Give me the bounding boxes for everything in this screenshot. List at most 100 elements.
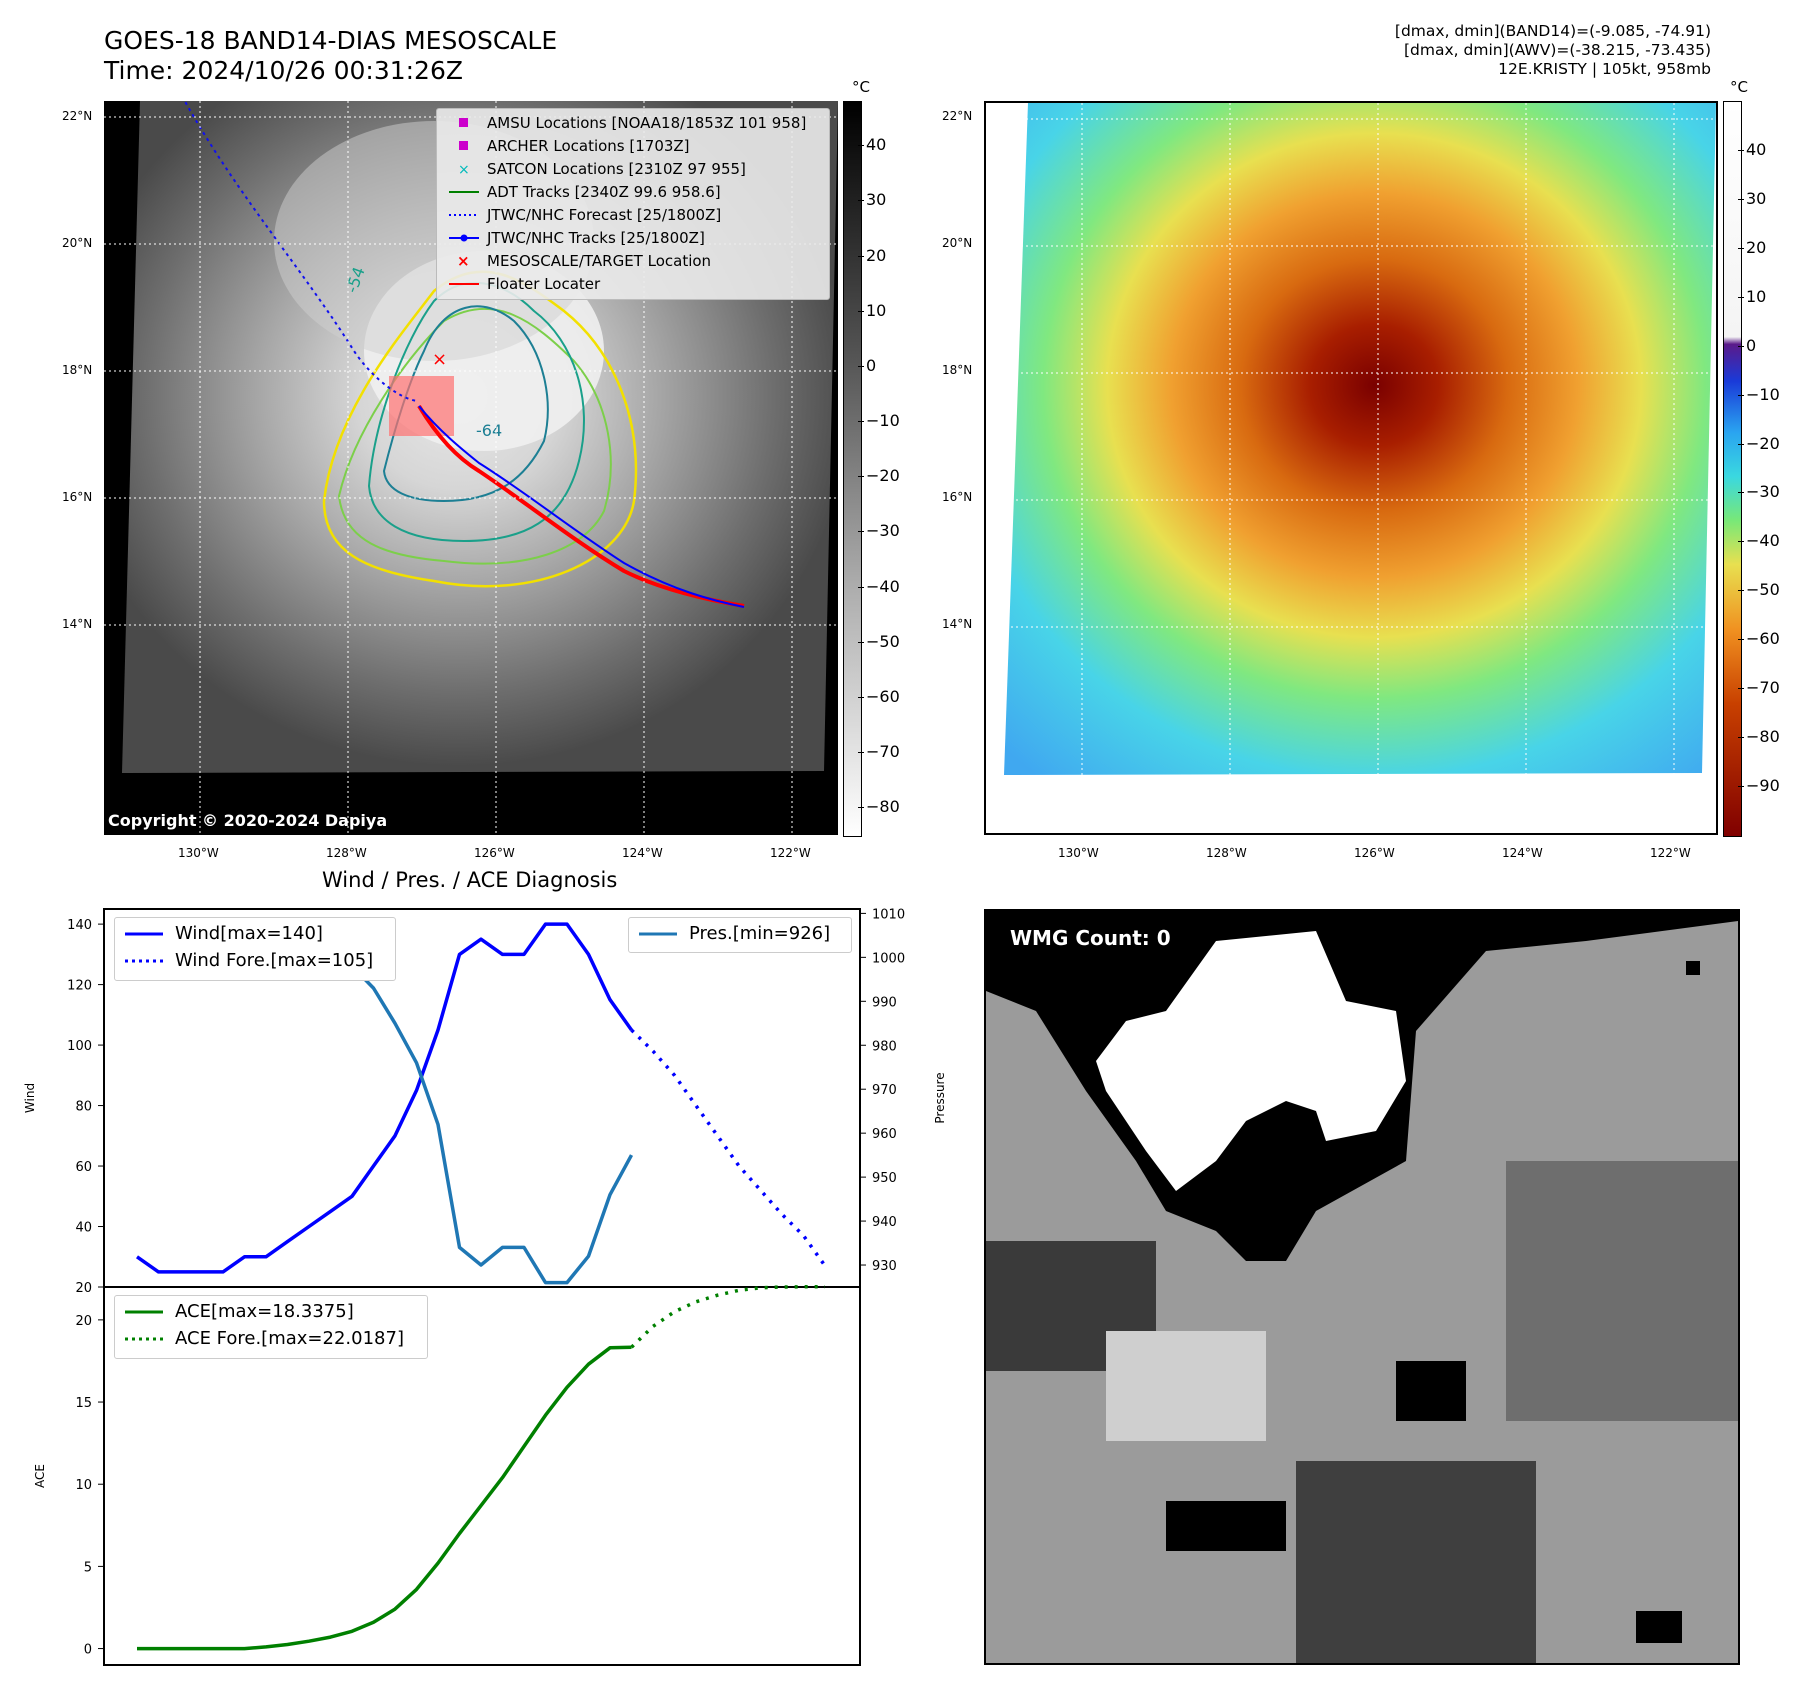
- y-tick-label: 60: [75, 1160, 92, 1175]
- y-tick-label: 140: [67, 918, 92, 933]
- y-tick-label: 20: [75, 1281, 92, 1296]
- gray-colorbar: [843, 101, 862, 837]
- ace-legend-row: ACE[max=18.3375]: [125, 1300, 354, 1324]
- y-tick-label: 40: [75, 1221, 92, 1236]
- ir-color-map: [984, 101, 1718, 835]
- lon-tick-label: 130°W: [178, 846, 219, 860]
- wind-legend-symbol: [123, 922, 165, 946]
- y2-tick-label: 970: [872, 1083, 897, 1098]
- colorbar-tick-mark: [1738, 737, 1744, 739]
- colorbar-tick-label: −20: [1746, 433, 1780, 453]
- pressure-legend-row: Pres.[min=926]: [639, 922, 830, 946]
- ace-legend-symbol: [123, 1300, 165, 1324]
- colorbar-tick-mark: [1738, 688, 1744, 690]
- wmg-black-spot-3: [1636, 1611, 1682, 1643]
- ace-legend: ACE[max=18.3375] ACE Fore.[max=22.0187]: [114, 1295, 428, 1359]
- lon-tick-label: 122°W: [770, 846, 811, 860]
- info-storm: 12E.KRISTY | 105kt, 958mb: [1498, 60, 1711, 78]
- colorbar-tick-mark: [858, 807, 864, 809]
- colorbar-tick-label: 10: [866, 300, 887, 320]
- legend-mesoscale: × MESOSCALE/TARGET Location: [457, 251, 711, 271]
- colorbar-tick-mark: [1738, 786, 1744, 788]
- contour-green: [337, 307, 612, 565]
- colorbar-tick-mark: [1738, 492, 1744, 494]
- y2-tick-label: 950: [872, 1171, 897, 1186]
- lat-tick-label: 20°N: [62, 236, 93, 250]
- colorbar-tick-label: −40: [1746, 531, 1780, 551]
- legend-jtwc: JTWC/NHC Tracks [25/1800Z]: [449, 228, 705, 248]
- lat-tick-label: 14°N: [62, 617, 93, 631]
- ace-chart-frame: [103, 1286, 861, 1666]
- lat-tick-label: 18°N: [62, 363, 93, 377]
- colorbar-tick-label: −10: [1746, 384, 1780, 404]
- color-colorbar-unit: °C: [1730, 78, 1748, 96]
- y-tick-label: 5: [84, 1560, 92, 1575]
- lon-tick-label: 128°W: [326, 846, 367, 860]
- y-tick-label: 100: [67, 1039, 92, 1054]
- series-line: [630, 1028, 827, 1267]
- lon-tick-label: 126°W: [1354, 846, 1395, 860]
- legend-forecast-symbol: [447, 205, 481, 225]
- svg-text:×: ×: [458, 162, 470, 178]
- contour-label-2: -64: [476, 421, 502, 440]
- series-line: [630, 1284, 826, 1349]
- figure-title: GOES-18 BAND14-DIAS MESOSCALE Time: 2024/…: [104, 26, 557, 86]
- colorbar-tick-label: −30: [866, 521, 900, 541]
- colorbar-tick-mark: [1738, 639, 1744, 641]
- legend-adt: ADT Tracks [2340Z 99.6 958.6]: [449, 182, 721, 202]
- diagnosis-chart-title: Wind / Pres. / ACE Diagnosis: [322, 868, 618, 892]
- lat-tick-label: 16°N: [942, 490, 973, 504]
- legend-mesoscale-symbol: ×: [447, 251, 481, 271]
- lat-tick-label: 14°N: [942, 617, 973, 631]
- lat-tick-label: 22°N: [62, 109, 93, 123]
- colorbar-tick-label: −60: [1746, 629, 1780, 649]
- colorbar-tick-label: 30: [1746, 188, 1767, 208]
- colorbar-tick-label: −30: [1746, 482, 1780, 502]
- colorbar-tick-mark: [1738, 149, 1744, 151]
- ace-axis-label: ACE: [33, 1464, 47, 1488]
- colorbar-tick-mark: [1738, 394, 1744, 396]
- wmg-black-spot-2: [1166, 1501, 1286, 1551]
- y-tick-label: 15: [75, 1396, 92, 1411]
- colorbar-tick-label: −60: [866, 687, 900, 707]
- wmg-black-spot-4: [1686, 961, 1700, 975]
- colorbar-tick-mark: [1738, 443, 1744, 445]
- colorbar-tick-label: 10: [1746, 286, 1767, 306]
- wmg-svg: [986, 911, 1738, 1663]
- colorbar-tick-mark: [858, 752, 864, 754]
- series-line: [135, 922, 633, 1274]
- gray-colorbar-unit: °C: [852, 78, 870, 96]
- colorbar-tick-mark: [858, 476, 864, 478]
- colorbar-tick-mark: [1738, 345, 1744, 347]
- info-band14: [dmax, dmin](BAND14)=(-9.085, -74.91): [1394, 22, 1711, 40]
- color-colorbar: [1723, 101, 1742, 837]
- lat-tick-label: 16°N: [62, 490, 93, 504]
- lon-tick-label: 122°W: [1650, 846, 1691, 860]
- colorbar-tick-label: −50: [1746, 580, 1780, 600]
- color-swath: [1004, 103, 1716, 775]
- colorbar-tick-mark: [1738, 590, 1744, 592]
- colorbar-tick-label: −80: [1746, 727, 1780, 747]
- title-line-2: Time: 2024/10/26 00:31:26Z: [104, 56, 463, 85]
- lon-tick-label: 124°W: [622, 846, 663, 860]
- wind-legend: Wind[max=140] Wind Fore.[max=105]: [114, 917, 396, 981]
- series-line: [137, 1345, 632, 1651]
- y2-tick-label: 960: [872, 1127, 897, 1142]
- floater-track: [417, 404, 745, 608]
- wind-fore-legend-symbol: [123, 949, 165, 973]
- wmg-black-spot: [1396, 1361, 1466, 1421]
- wmg-bottom-block: [1296, 1461, 1536, 1663]
- colorbar-tick-mark: [858, 255, 864, 257]
- jtwc-track: [418, 405, 745, 608]
- colorbar-tick-label: −50: [866, 631, 900, 651]
- colorbar-tick-mark: [858, 200, 864, 202]
- contour-teal: [367, 281, 585, 543]
- y-tick-label: 0: [84, 1643, 92, 1658]
- wmg-panel: [984, 909, 1740, 1665]
- contour-blue: [382, 305, 549, 503]
- svg-text:×: ×: [457, 252, 470, 270]
- wmg-white-region: [1096, 931, 1406, 1191]
- mesoscale-box: [389, 376, 454, 436]
- title-line-1: GOES-18 BAND14-DIAS MESOSCALE: [104, 26, 558, 55]
